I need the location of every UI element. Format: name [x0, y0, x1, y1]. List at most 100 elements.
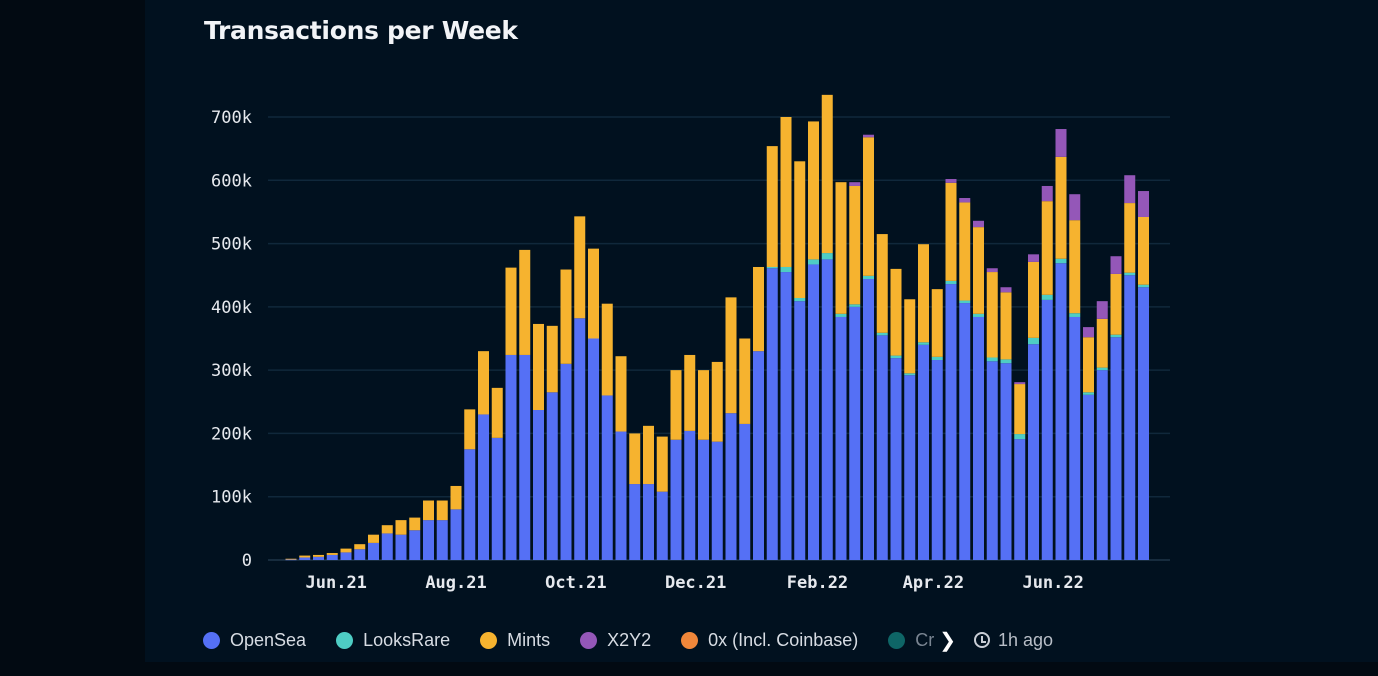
legend-swatch [480, 631, 498, 649]
bar-looksrare [808, 259, 819, 265]
bar-opensea [368, 542, 379, 560]
bar-mints [464, 409, 476, 450]
legend-label: X2Y2 [607, 629, 652, 650]
bar-looksrare [1110, 334, 1122, 338]
bar-mints [821, 94, 833, 254]
bar-looksrare [1014, 434, 1026, 440]
bar-mints [986, 272, 998, 358]
clock-refresh-icon [974, 632, 991, 648]
bar-x2y2 [1124, 175, 1136, 204]
bar-mints [890, 268, 902, 356]
bar-looksrare [780, 266, 792, 273]
bar-opensea [491, 437, 503, 560]
bar-mints [1000, 292, 1012, 360]
bar-opensea [959, 303, 971, 560]
bar-mints [1124, 203, 1136, 273]
bar-mints [849, 185, 861, 305]
bar-x2y2 [1096, 301, 1108, 319]
bar-x2y2 [945, 179, 957, 183]
y-tick-label: 400k [211, 298, 252, 318]
bar-x2y2 [1069, 194, 1081, 221]
bar-opensea [464, 449, 476, 560]
y-tick-label: 600k [211, 171, 252, 191]
bar-x2y2 [973, 220, 984, 228]
bar-opensea [629, 484, 641, 560]
bar-opensea [560, 363, 572, 560]
bar-opensea [753, 351, 764, 560]
bar-opensea [739, 423, 751, 560]
bar-mints [313, 554, 324, 557]
legend-swatch [336, 631, 354, 649]
x-tick-label: Dec.21 [665, 573, 726, 593]
bar-opensea [684, 430, 696, 560]
bar-mints [436, 500, 448, 521]
x-tick-label: Jun.22 [1022, 573, 1083, 593]
bar-opensea [601, 395, 613, 560]
bar-opensea [973, 316, 984, 560]
legend: OpenSea LooksRare Mints X2Y2 0x (Incl. C… [203, 626, 1053, 654]
bar-opensea [1028, 344, 1039, 560]
bar-looksrare [1083, 392, 1094, 395]
bar-opensea [1096, 370, 1108, 560]
bar-x2y2 [986, 268, 998, 273]
bar-looksrare [835, 313, 847, 317]
bar-mints [1028, 261, 1039, 338]
bar-looksrare [863, 275, 874, 280]
bar-opensea [835, 316, 847, 560]
legend-item-0x[interactable]: 0x (Incl. Coinbase) [681, 630, 858, 651]
legend-item-looksrare[interactable]: LooksRare [336, 630, 450, 651]
bar-opensea [615, 431, 627, 560]
bar-opensea [395, 534, 407, 560]
legend-item-truncated[interactable]: Cr [888, 630, 937, 651]
bar-mints [395, 520, 407, 535]
bar-mints [794, 161, 806, 298]
bar-opensea [863, 279, 874, 560]
bar-opensea [918, 344, 929, 560]
bar-mints [670, 370, 682, 440]
bar-opensea [436, 520, 448, 560]
bar-mints [753, 266, 764, 352]
bar-opensea [794, 301, 806, 560]
bar-mints [739, 338, 751, 424]
bar-mints [931, 289, 943, 357]
bar-mints [835, 182, 847, 314]
bar-opensea [849, 306, 861, 560]
legend-item-x2y2[interactable]: X2Y2 [580, 630, 651, 651]
bar-opensea [299, 557, 311, 560]
bar-opensea [285, 559, 297, 561]
bar-opensea [670, 439, 682, 560]
bar-x2y2 [1083, 327, 1094, 338]
bar-looksrare [876, 332, 888, 336]
bar-opensea [326, 554, 338, 560]
bar-opensea [656, 491, 668, 560]
bar-x2y2 [1055, 129, 1067, 157]
bar-mints [574, 216, 586, 319]
bar-looksrare [1069, 313, 1081, 317]
bar-mints [1041, 201, 1053, 295]
bar-mints [629, 433, 641, 485]
bar-mints [766, 146, 778, 267]
chevron-right-icon[interactable]: ❯ [939, 629, 957, 652]
bar-opensea [519, 354, 531, 560]
bar-mints [656, 436, 668, 492]
bar-opensea [1083, 394, 1094, 560]
bar-mints [904, 299, 916, 374]
y-tick-label: 200k [211, 424, 252, 444]
bar-opensea [643, 484, 654, 560]
bar-opensea [505, 354, 517, 560]
bar-looksrare [890, 355, 902, 359]
bar-looksrare [1000, 359, 1012, 364]
bar-mints [1014, 384, 1026, 435]
bar-looksrare [1041, 294, 1053, 300]
legend-item-mints[interactable]: Mints [480, 630, 550, 651]
bar-looksrare [849, 304, 861, 307]
bar-mints [863, 137, 874, 276]
bar-opensea [450, 509, 462, 560]
bar-opensea [533, 410, 544, 560]
bar-mints [1096, 318, 1108, 368]
bar-opensea [780, 272, 792, 560]
legend-item-opensea[interactable]: OpenSea [203, 630, 306, 651]
bar-looksrare [931, 356, 943, 361]
bar-opensea [478, 414, 489, 560]
